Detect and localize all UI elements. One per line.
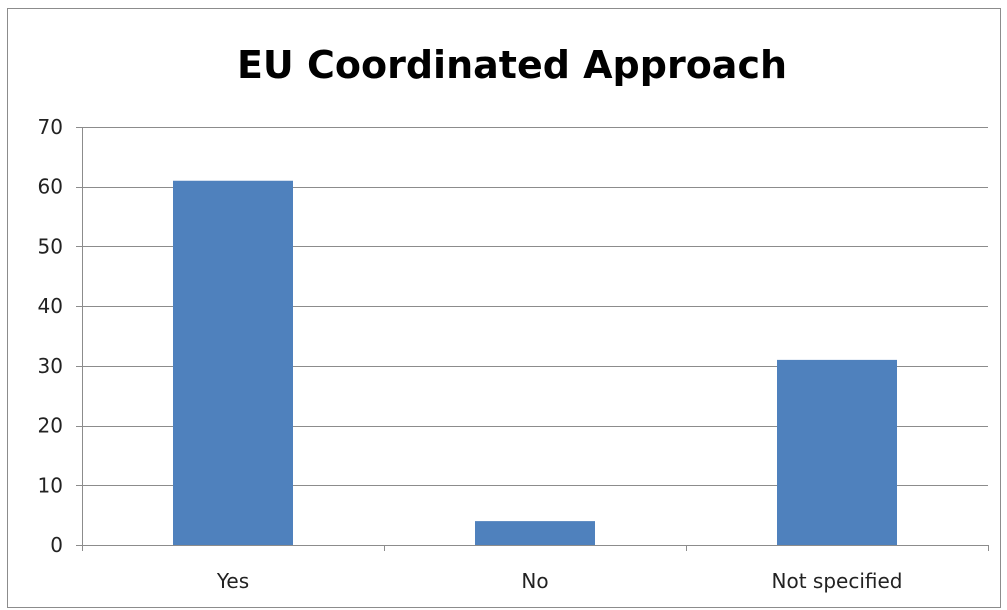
tick-labels: 0 10 20 30 40 50 60 70 Yes No Not specified: [38, 115, 903, 593]
y-tick-label: 40: [38, 294, 63, 318]
bar-not-specified: [777, 359, 897, 545]
x-category-label: Not specified: [772, 569, 903, 593]
bar-no: [475, 521, 595, 545]
y-tick-label: 60: [38, 175, 63, 199]
y-tick-label: 70: [38, 115, 63, 139]
y-tick-label: 0: [50, 533, 63, 557]
x-category-label: No: [521, 569, 548, 593]
axes: [76, 127, 989, 551]
y-tick-label: 30: [38, 354, 63, 378]
y-tick-label: 10: [38, 473, 63, 497]
x-category-label: Yes: [216, 569, 249, 593]
bar-yes: [173, 180, 293, 545]
y-tick-label: 20: [38, 414, 63, 438]
bars: [173, 180, 897, 545]
chart-title: EU Coordinated Approach: [237, 43, 787, 87]
y-tick-label: 50: [38, 234, 63, 258]
